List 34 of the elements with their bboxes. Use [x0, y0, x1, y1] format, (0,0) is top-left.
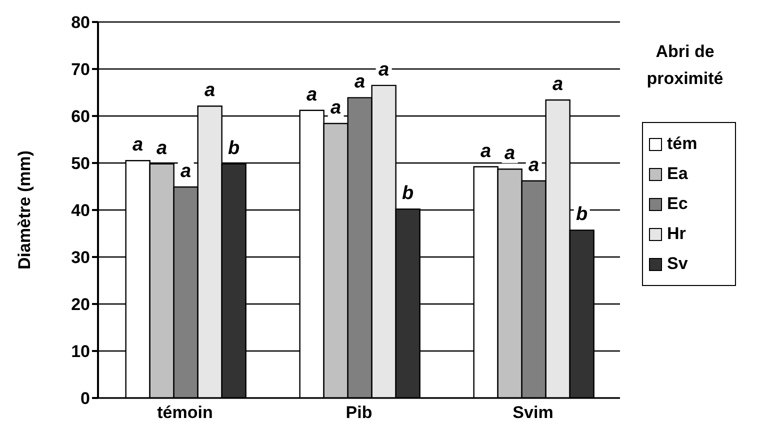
- legend-label: Ec: [667, 194, 688, 214]
- legend-label: Ea: [667, 164, 688, 184]
- y-tick-label: 20: [71, 295, 90, 314]
- y-tick-label: 30: [71, 248, 90, 268]
- data-label: a: [504, 143, 516, 164]
- y-tick-label: 60: [71, 107, 90, 126]
- data-label: b: [402, 183, 414, 204]
- data-label: a: [330, 98, 342, 119]
- legend-label: tém: [667, 134, 698, 154]
- data-label: a: [552, 74, 564, 96]
- data-label: a: [480, 140, 492, 162]
- data-label: a: [354, 72, 366, 93]
- data-label: a: [306, 84, 318, 106]
- y-tick-label: 10: [71, 342, 90, 362]
- y-tick-label: 50: [71, 154, 90, 174]
- x-tick-label: témoin: [157, 403, 213, 422]
- legend-label: Hr: [667, 224, 686, 244]
- data-label: a: [132, 134, 144, 156]
- data-label: b: [228, 138, 240, 159]
- x-tick-label: Pib: [346, 403, 372, 422]
- legend-title: Abri de proximité: [646, 41, 724, 90]
- data-label: a: [528, 154, 540, 176]
- y-tick-label: 0: [80, 389, 90, 408]
- y-tick-label: 40: [71, 201, 90, 220]
- y-tick-label: 70: [71, 60, 90, 80]
- y-tick-label: 80: [71, 13, 90, 32]
- data-label: b: [576, 204, 588, 226]
- y-axis-title: Diamètre (mm): [15, 150, 34, 270]
- x-tick-label: Svim: [512, 403, 554, 422]
- legend-label: Sv: [667, 254, 688, 274]
- data-label: a: [180, 160, 192, 182]
- data-label: a: [156, 138, 168, 159]
- data-label: a: [204, 80, 216, 102]
- data-label: a: [378, 59, 390, 80]
